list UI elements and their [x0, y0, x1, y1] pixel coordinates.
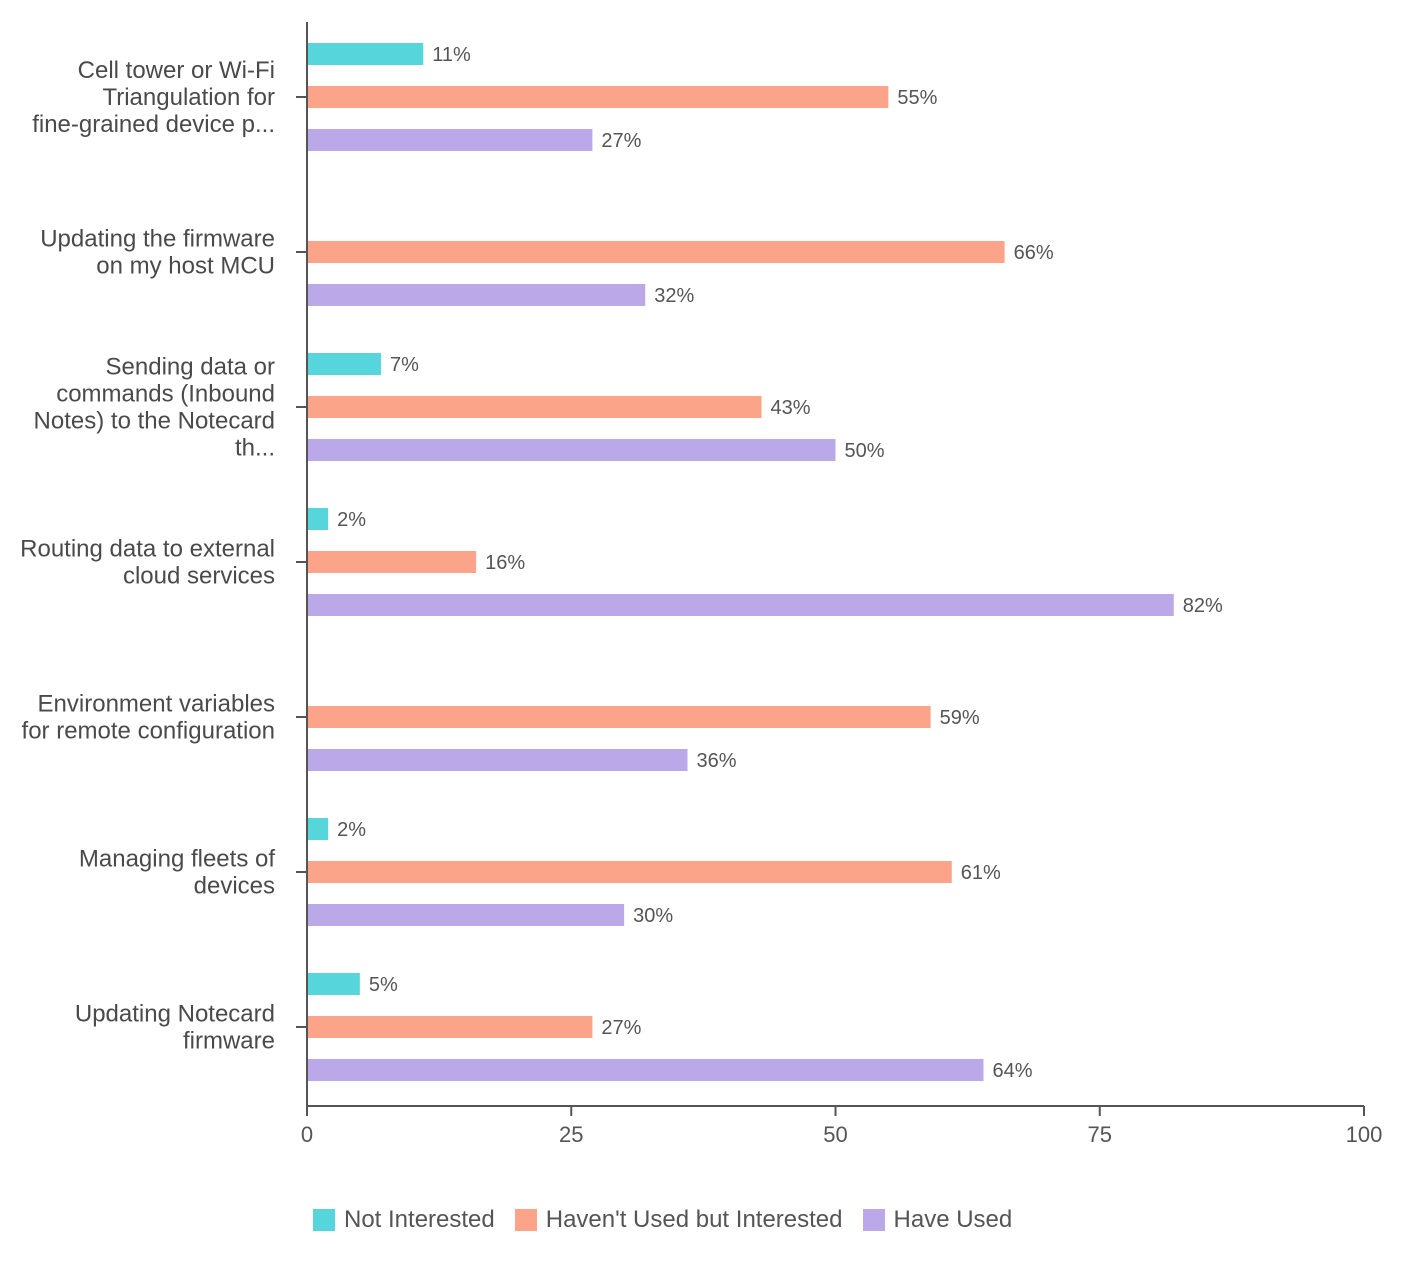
category-label: Routing data to external: [20, 536, 275, 563]
bar[interactable]: [307, 904, 625, 926]
x-tick-label: 0: [301, 1122, 313, 1147]
bar[interactable]: [307, 1016, 593, 1038]
category-label: th...: [235, 435, 275, 462]
legend-label: Have Used: [893, 1206, 1013, 1233]
category-label: Managing fleets of: [79, 846, 275, 873]
data-label: 36%: [697, 750, 737, 772]
bar[interactable]: [307, 241, 1005, 263]
bar[interactable]: [307, 396, 762, 418]
bar[interactable]: [307, 353, 381, 375]
category-label: on my host MCU: [96, 253, 275, 280]
x-tick-label: 75: [1088, 1122, 1112, 1147]
bar[interactable]: [307, 551, 477, 573]
data-label: 55%: [897, 87, 937, 109]
legend-swatch: [313, 1209, 335, 1231]
category-label: firmware: [183, 1028, 275, 1055]
legend-label: Not Interested: [344, 1206, 495, 1233]
data-label: 50%: [845, 440, 885, 462]
data-label: 66%: [1014, 242, 1054, 264]
bar[interactable]: [307, 508, 329, 530]
bar[interactable]: [307, 818, 329, 840]
legend: Not Interested Haven't Used but Interest…: [313, 1206, 1032, 1234]
bar[interactable]: [307, 129, 593, 151]
data-label: 30%: [633, 905, 673, 927]
data-label: 43%: [771, 397, 811, 419]
data-label: 64%: [992, 1060, 1032, 1082]
x-tick-label: 100: [1346, 1122, 1383, 1147]
category-label: Updating Notecard: [75, 1001, 275, 1028]
category-label: devices: [194, 873, 275, 900]
data-label: 27%: [601, 1017, 641, 1039]
bar[interactable]: [307, 973, 360, 995]
bar[interactable]: [307, 594, 1174, 616]
bar[interactable]: [307, 861, 952, 883]
category-label: Cell tower or Wi-Fi: [78, 57, 275, 84]
bar[interactable]: [307, 284, 646, 306]
bar[interactable]: [307, 749, 688, 771]
bar[interactable]: [307, 43, 424, 65]
category-label: Environment variables: [38, 691, 275, 718]
data-label: 32%: [654, 285, 694, 307]
legend-item-have-used[interactable]: Have Used: [862, 1206, 1013, 1234]
category-label: fine-grained device p...: [32, 111, 275, 138]
x-tick-label: 50: [823, 1122, 847, 1147]
legend-swatch: [862, 1209, 885, 1231]
value-labels-group: 11% 55% 27% 66% 32% 7% 43% 50% 2% 16% 82% 59% 36% 2% 6…: [337, 44, 1223, 1082]
category-label: Updating the firmware: [40, 226, 275, 253]
data-label: 11%: [432, 44, 471, 66]
data-label: 2%: [337, 509, 366, 531]
x-ticks-group: 0 25 50 75 100: [301, 1106, 1382, 1147]
category-label: for remote configuration: [22, 718, 275, 745]
bar[interactable]: [307, 1059, 984, 1081]
bar[interactable]: [307, 706, 931, 728]
data-label: 2%: [337, 819, 366, 841]
data-label: 16%: [485, 552, 525, 574]
category-label: Triangulation for: [102, 84, 275, 111]
data-label: 82%: [1183, 595, 1223, 617]
bar[interactable]: [307, 439, 836, 461]
data-label: 5%: [369, 974, 398, 996]
data-label: 27%: [601, 130, 641, 152]
bar[interactable]: [307, 86, 889, 108]
data-label: 61%: [961, 862, 1001, 884]
bars-group: [307, 43, 1174, 1081]
category-label: commands (Inbound: [56, 381, 275, 408]
legend-item-havent-used-but-interested[interactable]: Haven't Used but Interested: [514, 1206, 843, 1234]
legend-swatch: [514, 1209, 537, 1231]
category-label: cloud services: [123, 563, 275, 590]
legend-item-not-interested[interactable]: Not Interested: [313, 1206, 495, 1234]
legend-label: Haven't Used but Interested: [545, 1206, 843, 1233]
category-label: Notes) to the Notecard: [34, 408, 275, 435]
x-tick-label: 25: [559, 1122, 583, 1147]
data-label: 7%: [390, 354, 419, 376]
category-label: Sending data or: [106, 354, 275, 381]
data-label: 59%: [940, 707, 980, 729]
